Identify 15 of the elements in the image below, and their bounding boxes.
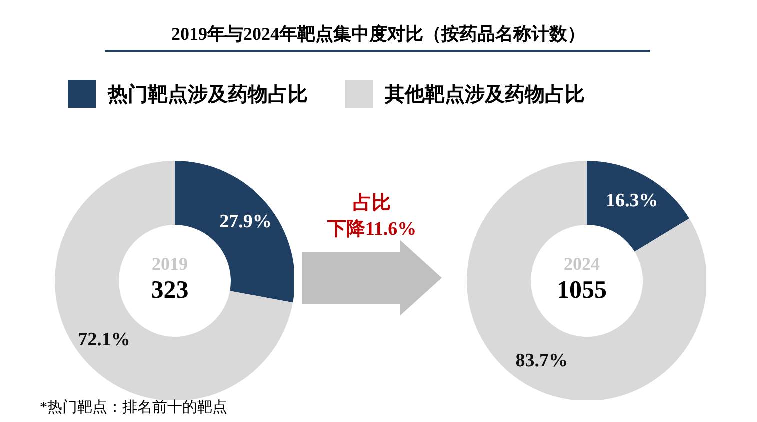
legend-label: 热门靶点涉及药物占比 — [108, 82, 308, 108]
data-label: 27.9% — [220, 212, 272, 233]
donut-slice — [467, 161, 706, 400]
legend-label: 其他靶点涉及药物占比 — [385, 82, 585, 108]
data-label: 72.1% — [78, 329, 130, 350]
data-label: 16.3% — [606, 190, 658, 212]
data-label: 83.7% — [516, 350, 568, 372]
text: 占比 — [352, 192, 392, 216]
text: 323 — [151, 277, 189, 304]
text: 下降11.6% — [326, 218, 418, 242]
donut-slice — [587, 161, 690, 252]
text: *热门靶点：排名前十的靶点 — [40, 398, 228, 417]
text: 1055 — [557, 277, 607, 304]
chart-title: 2019年与2024年靶点集中度对比（按药品名称计数） — [170, 23, 586, 46]
donut-slice — [55, 161, 294, 400]
